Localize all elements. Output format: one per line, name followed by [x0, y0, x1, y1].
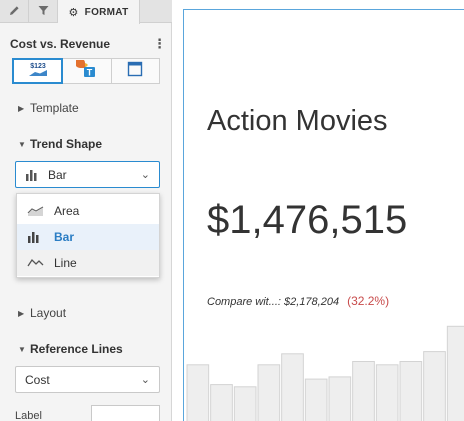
bar-chart-icon — [25, 169, 38, 181]
caret-down-icon: ▼ — [18, 139, 26, 149]
format-panel: ⚙ FORMAT Cost vs. Revenue ⋮ $123 T — [0, 0, 172, 421]
area-chart-icon — [27, 205, 45, 217]
label-input[interactable] — [91, 405, 160, 421]
trend-shape-select[interactable]: Bar ⌄ — [15, 161, 160, 188]
kpi-value-icon: $123 — [27, 61, 49, 82]
kpi-chart-button[interactable]: T — [63, 57, 112, 84]
kpi-compare-text: Compare wit...: $2,178,204 — [207, 296, 340, 308]
more-options-icon[interactable]: ⋮ — [153, 36, 166, 51]
trend-bar-chart — [186, 325, 464, 421]
svg-text:$123: $123 — [30, 63, 46, 70]
section-template[interactable]: ▶ Template — [18, 101, 79, 115]
trend-bar — [352, 361, 375, 421]
section-reference-lines[interactable]: ▼ Reference Lines — [18, 342, 123, 356]
kpi-frame-button[interactable] — [111, 58, 160, 84]
reference-line-select[interactable]: Cost ⌄ — [15, 366, 160, 393]
section-trend-shape[interactable]: ▼ Trend Shape — [18, 137, 102, 151]
tab-format-label: FORMAT — [84, 6, 129, 18]
option-label: Area — [54, 204, 80, 218]
tab-filter[interactable] — [29, 0, 58, 23]
caret-right-icon: ▶ — [18, 308, 25, 318]
kpi-compare-percent: (32.2%) — [347, 294, 390, 308]
chevron-down-icon: ⌄ — [140, 374, 150, 386]
section-reference-lines-label: Reference Lines — [30, 342, 123, 356]
trend-bar — [446, 325, 464, 421]
tab-edit[interactable] — [0, 0, 29, 23]
trend-bar — [375, 364, 399, 421]
trend-bar — [328, 376, 352, 421]
reference-line-value: Cost — [25, 372, 50, 387]
trend-bar — [304, 378, 328, 421]
section-template-label: Template — [30, 101, 79, 115]
tab-format[interactable]: ⚙ FORMAT — [58, 0, 140, 24]
trend-shape-value: Bar — [48, 167, 67, 182]
trend-shape-dropdown-menu: Area Bar Line — [16, 193, 160, 278]
panel-title: Cost vs. Revenue — [10, 37, 111, 51]
section-layout[interactable]: ▶ Layout — [18, 306, 66, 320]
trend-bar — [186, 364, 210, 421]
option-label: Line — [54, 256, 77, 270]
trend-shape-option-line[interactable]: Line — [17, 250, 159, 276]
kpi-comparison: Compare wit...: $2,178,204 (32.2%) — [207, 294, 389, 308]
filter-icon — [38, 3, 49, 21]
line-chart-icon — [27, 257, 45, 269]
trend-shape-option-bar[interactable]: Bar — [17, 224, 159, 250]
caret-down-icon: ▼ — [18, 344, 26, 354]
svg-text:T: T — [87, 67, 93, 77]
trend-bar — [257, 364, 281, 421]
panel-tabbar: ⚙ FORMAT — [0, 0, 172, 24]
caret-right-icon: ▶ — [18, 103, 25, 113]
chevron-down-icon: ⌄ — [140, 169, 150, 181]
bar-chart-icon — [27, 231, 45, 243]
kpi-title: Action Movies — [207, 105, 388, 137]
trend-shape-option-area[interactable]: Area — [17, 198, 159, 224]
trend-bar — [281, 353, 304, 421]
trend-bar — [233, 386, 257, 421]
kpi-card[interactable]: Action Movies $1,476,515 Compare wit...:… — [183, 9, 464, 421]
kpi-frame-icon — [127, 61, 143, 82]
trend-bar — [423, 351, 446, 421]
visualization-type-switcher: $123 T — [12, 57, 160, 84]
section-layout-label: Layout — [30, 306, 67, 320]
pencil-icon — [9, 3, 20, 21]
section-trend-shape-label: Trend Shape — [30, 137, 103, 151]
option-label: Bar — [54, 230, 75, 244]
kpi-chart-icon: T — [74, 57, 98, 83]
trend-bar — [399, 361, 423, 421]
label-field-label: Label — [15, 410, 42, 421]
kpi-value: $1,476,515 — [207, 198, 408, 242]
trend-bar — [210, 384, 233, 421]
kpi-value-button[interactable]: $123 — [12, 58, 64, 84]
gear-icon: ⚙ — [68, 6, 79, 19]
